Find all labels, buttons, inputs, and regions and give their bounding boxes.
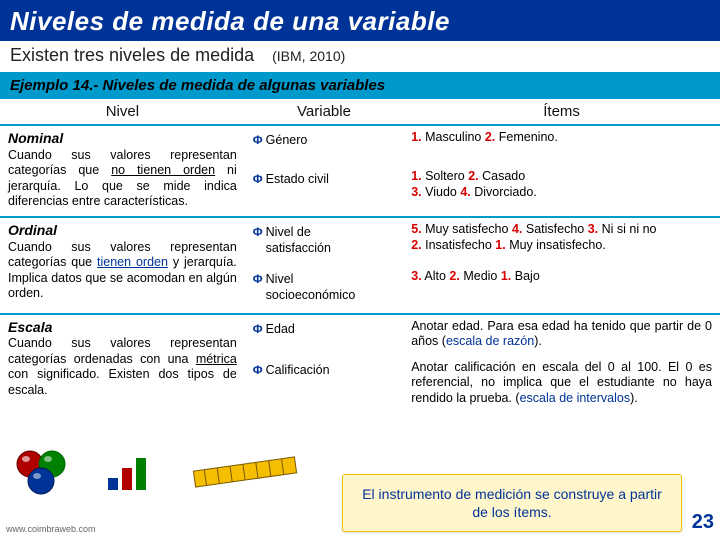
- bullet-icon: Φ: [253, 322, 263, 337]
- bullet-icon: Φ: [253, 272, 263, 287]
- page-title: Niveles de medida de una variable: [10, 6, 710, 37]
- example-band: Ejemplo 14.- Niveles de medida de alguna…: [0, 72, 720, 99]
- ordinal-items-satisf: 5. Muy satisfecho 4. Satisfecho 3. Ni si…: [403, 217, 720, 265]
- nominal-var-genero: ΦGénero: [245, 125, 403, 165]
- footer: www.coimbraweb.com El instrumento de med…: [0, 444, 720, 540]
- nominal-items-genero: 1. Masculino 2. Femenino.: [403, 125, 720, 165]
- escala-desc: Escala Cuando sus valores representan ca…: [0, 314, 245, 413]
- col-variable: Variable: [245, 99, 403, 125]
- level-nominal: Nominal: [8, 130, 237, 148]
- escala-var-calif: ΦCalificación: [245, 356, 403, 413]
- escala-items-edad: Anotar edad. Para esa edad ha tenido que…: [403, 314, 720, 356]
- header-band: Niveles de medida de una variable: [0, 0, 720, 41]
- row-nominal-1: Nominal Cuando sus valores representan c…: [0, 125, 720, 165]
- ordinal-icon: [102, 448, 160, 496]
- escala-var-edad: ΦEdad: [245, 314, 403, 356]
- bullet-icon: Φ: [253, 225, 263, 240]
- escala-items-calif: Anotar calificación en escala del 0 al 1…: [403, 356, 720, 413]
- row-escala-1: Escala Cuando sus valores representan ca…: [0, 314, 720, 356]
- col-nivel: Nivel: [0, 99, 245, 125]
- subtitle: Existen tres niveles de medida: [10, 45, 254, 66]
- page-number: 23: [692, 511, 714, 534]
- level-escala: Escala: [8, 319, 237, 337]
- subtitle-row: Existen tres niveles de medida (IBM, 201…: [0, 41, 720, 72]
- levels-table: Nivel Variable Ítems Nominal Cuando sus …: [0, 99, 720, 413]
- level-ordinal: Ordinal: [8, 222, 237, 240]
- icons-row: [10, 448, 300, 496]
- nominal-desc: Nominal Cuando sus valores representan c…: [0, 125, 245, 217]
- bullet-icon: Φ: [253, 133, 263, 148]
- col-items: Ítems: [403, 99, 720, 125]
- ordinal-desc: Ordinal Cuando sus valores representan c…: [0, 217, 245, 314]
- bullet-icon: Φ: [253, 172, 263, 187]
- nominal-var-ecivil: ΦEstado civil: [245, 165, 403, 217]
- table-header-row: Nivel Variable Ítems: [0, 99, 720, 125]
- bullet-icon: Φ: [253, 363, 263, 378]
- ordinal-var-satisf: ΦNivel desatisfacción: [245, 217, 403, 265]
- ordinal-var-socioec: ΦNivelsocioeconómico: [245, 265, 403, 313]
- nominal-items-ecivil: 1. Soltero 2. Casado 3. Viudo 4. Divorci…: [403, 165, 720, 217]
- footer-url: www.coimbraweb.com: [6, 524, 96, 534]
- callout-box: El instrumento de medición se construye …: [342, 474, 682, 532]
- citation: (IBM, 2010): [272, 48, 345, 64]
- ordinal-items-socioec: 3. Alto 2. Medio 1. Bajo: [403, 265, 720, 313]
- row-ordinal-1: Ordinal Cuando sus valores representan c…: [0, 217, 720, 265]
- nominal-icon: [10, 448, 72, 496]
- escala-icon: [190, 452, 300, 492]
